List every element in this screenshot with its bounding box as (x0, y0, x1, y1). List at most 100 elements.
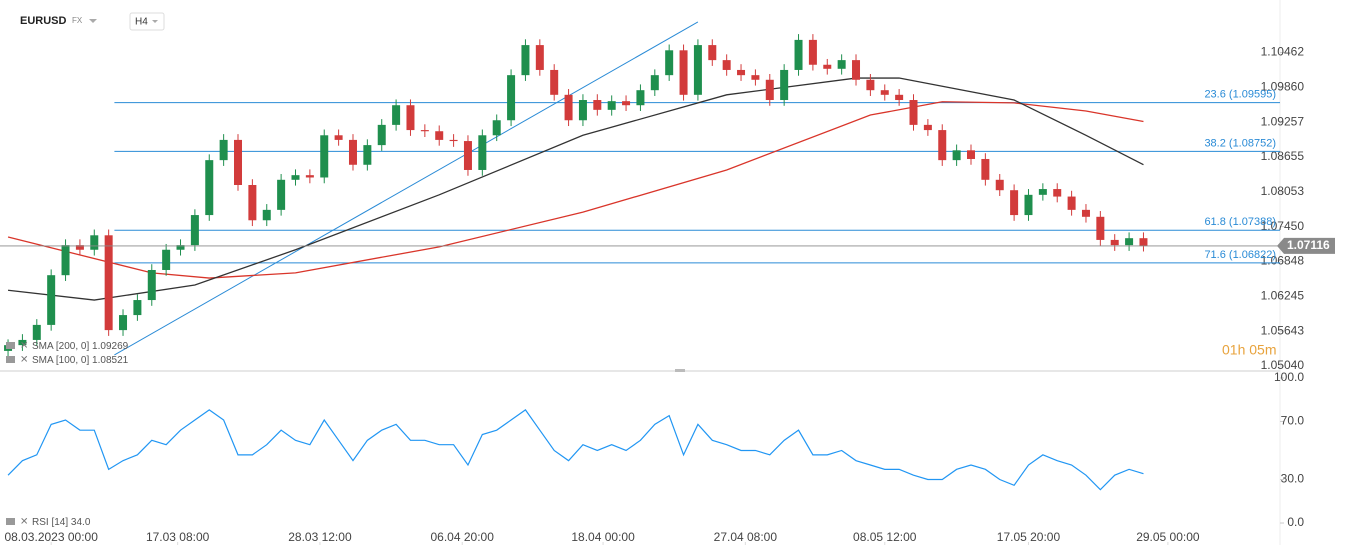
y-tick-label: 30.0 (1281, 472, 1305, 486)
candle-body (995, 179, 1004, 191)
candle-body (234, 139, 243, 185)
x-tick-label: 17.03 08:00 (146, 530, 210, 544)
candle-body (363, 145, 372, 165)
legend-icon[interactable] (6, 518, 15, 525)
fib-label: 23.6 (1.09595) (1204, 89, 1276, 101)
fib-label: 71.6 (1.06822) (1204, 249, 1276, 261)
y-tick-label: 0.0 (1287, 515, 1304, 529)
symbol[interactable]: EURUSD (20, 15, 67, 27)
moving-average (7, 101, 1144, 279)
candle-body (392, 105, 401, 125)
candle-body (507, 75, 516, 121)
moving-average (7, 77, 1144, 301)
legend-close[interactable]: ✕ (20, 517, 28, 528)
legend-icon[interactable] (6, 356, 15, 363)
candle-body (909, 100, 918, 125)
legend-name: RSI [14] (32, 517, 68, 528)
candle-body (420, 130, 429, 132)
y-tick-label: 1.05040 (1261, 358, 1305, 372)
candle-body (823, 64, 832, 69)
interval[interactable]: H4 (135, 17, 148, 28)
candle-body (1125, 238, 1134, 246)
legend-icon[interactable] (6, 342, 15, 349)
candle-body (334, 135, 343, 140)
x-tick-label: 28.03 12:00 (288, 530, 352, 544)
legend-name: SMA [200, 0] (32, 341, 89, 352)
plot-layer: 1.10462 1.09860 1.09257 1.08655 1.08053 1.074… (0, 21, 1335, 545)
candle-body (708, 45, 717, 61)
candle-body (765, 79, 774, 101)
candle-body (578, 100, 587, 121)
candle-body (32, 324, 41, 340)
y-tick-label: 100.0 (1274, 370, 1304, 384)
candle-body (751, 75, 760, 80)
candle-body (463, 141, 472, 170)
candle-body (492, 120, 501, 136)
candle-body (1110, 239, 1119, 246)
legend-value: 1.09269 (92, 341, 129, 352)
candle-body (895, 94, 904, 101)
candle-body (938, 130, 947, 161)
y-tick-label: 1.08655 (1261, 149, 1305, 163)
candle-body (521, 45, 530, 76)
candle-body (794, 39, 803, 70)
candle-body (780, 69, 789, 101)
candle-body (119, 315, 128, 331)
dropdown-icon[interactable] (152, 20, 158, 23)
candle-body (449, 139, 458, 142)
candle-body (147, 269, 156, 301)
candle-body (61, 245, 70, 276)
candle-body (18, 339, 27, 346)
dropdown-icon[interactable] (89, 19, 97, 23)
candle-body (1038, 189, 1047, 195)
candle-body (320, 135, 329, 178)
candle-body (162, 249, 171, 270)
candle-body (478, 135, 487, 170)
candle-body (190, 215, 199, 246)
x-tick-label: 18.04 00:00 (571, 530, 635, 544)
last-price-label: 1.07116 (1287, 238, 1330, 252)
panel-resize-handle[interactable] (675, 369, 685, 372)
y-tick-label: 1.08053 (1261, 184, 1305, 198)
candle-body (262, 209, 271, 221)
candle-body (377, 124, 386, 146)
candle-body (104, 235, 113, 331)
candle-body (880, 90, 889, 95)
candle-body (852, 60, 861, 80)
legend-close[interactable]: ✕ (20, 341, 28, 352)
candle-body (75, 245, 84, 250)
candle-countdown: 01h 05m (1222, 342, 1276, 358)
candle-body (722, 60, 731, 70)
candle-body (1081, 209, 1090, 217)
x-tick-label: 17.05 20:00 (997, 530, 1061, 544)
candle-body (952, 150, 961, 161)
y-tick-label: 1.10462 (1261, 45, 1305, 59)
candle-body (205, 160, 214, 216)
candle-body (348, 139, 357, 165)
candle-body (1096, 216, 1105, 240)
candle-body (679, 50, 688, 95)
candle-body (550, 69, 559, 95)
last-price-box (1277, 237, 1335, 254)
candle-body (248, 185, 257, 221)
candle-body (622, 101, 631, 106)
legend-close[interactable]: ✕ (20, 355, 28, 366)
legend-name: SMA [100, 0] (32, 355, 89, 366)
candle-body (636, 90, 645, 106)
x-tick-label: 27.04 08:00 (714, 530, 778, 544)
legend-value: 34.0 (71, 517, 91, 528)
legend-entry: SMA [100, 0] 1.08521 (32, 355, 129, 366)
x-tick-label: 08.03.2023 00:00 (4, 530, 98, 544)
y-tick-label: 1.06245 (1261, 288, 1305, 302)
candle-body (966, 150, 975, 159)
candle-body (90, 235, 99, 250)
legend-entry: SMA [200, 0] 1.09269 (32, 341, 129, 352)
candle-body (176, 245, 185, 250)
interval-button[interactable] (129, 12, 165, 31)
fib-label: 38.2 (1.08752) (1204, 137, 1276, 149)
candle-body (837, 60, 846, 69)
candle-body (665, 50, 674, 76)
trendline (114, 21, 699, 356)
candle-body (1067, 196, 1076, 210)
candle-body (133, 300, 142, 316)
